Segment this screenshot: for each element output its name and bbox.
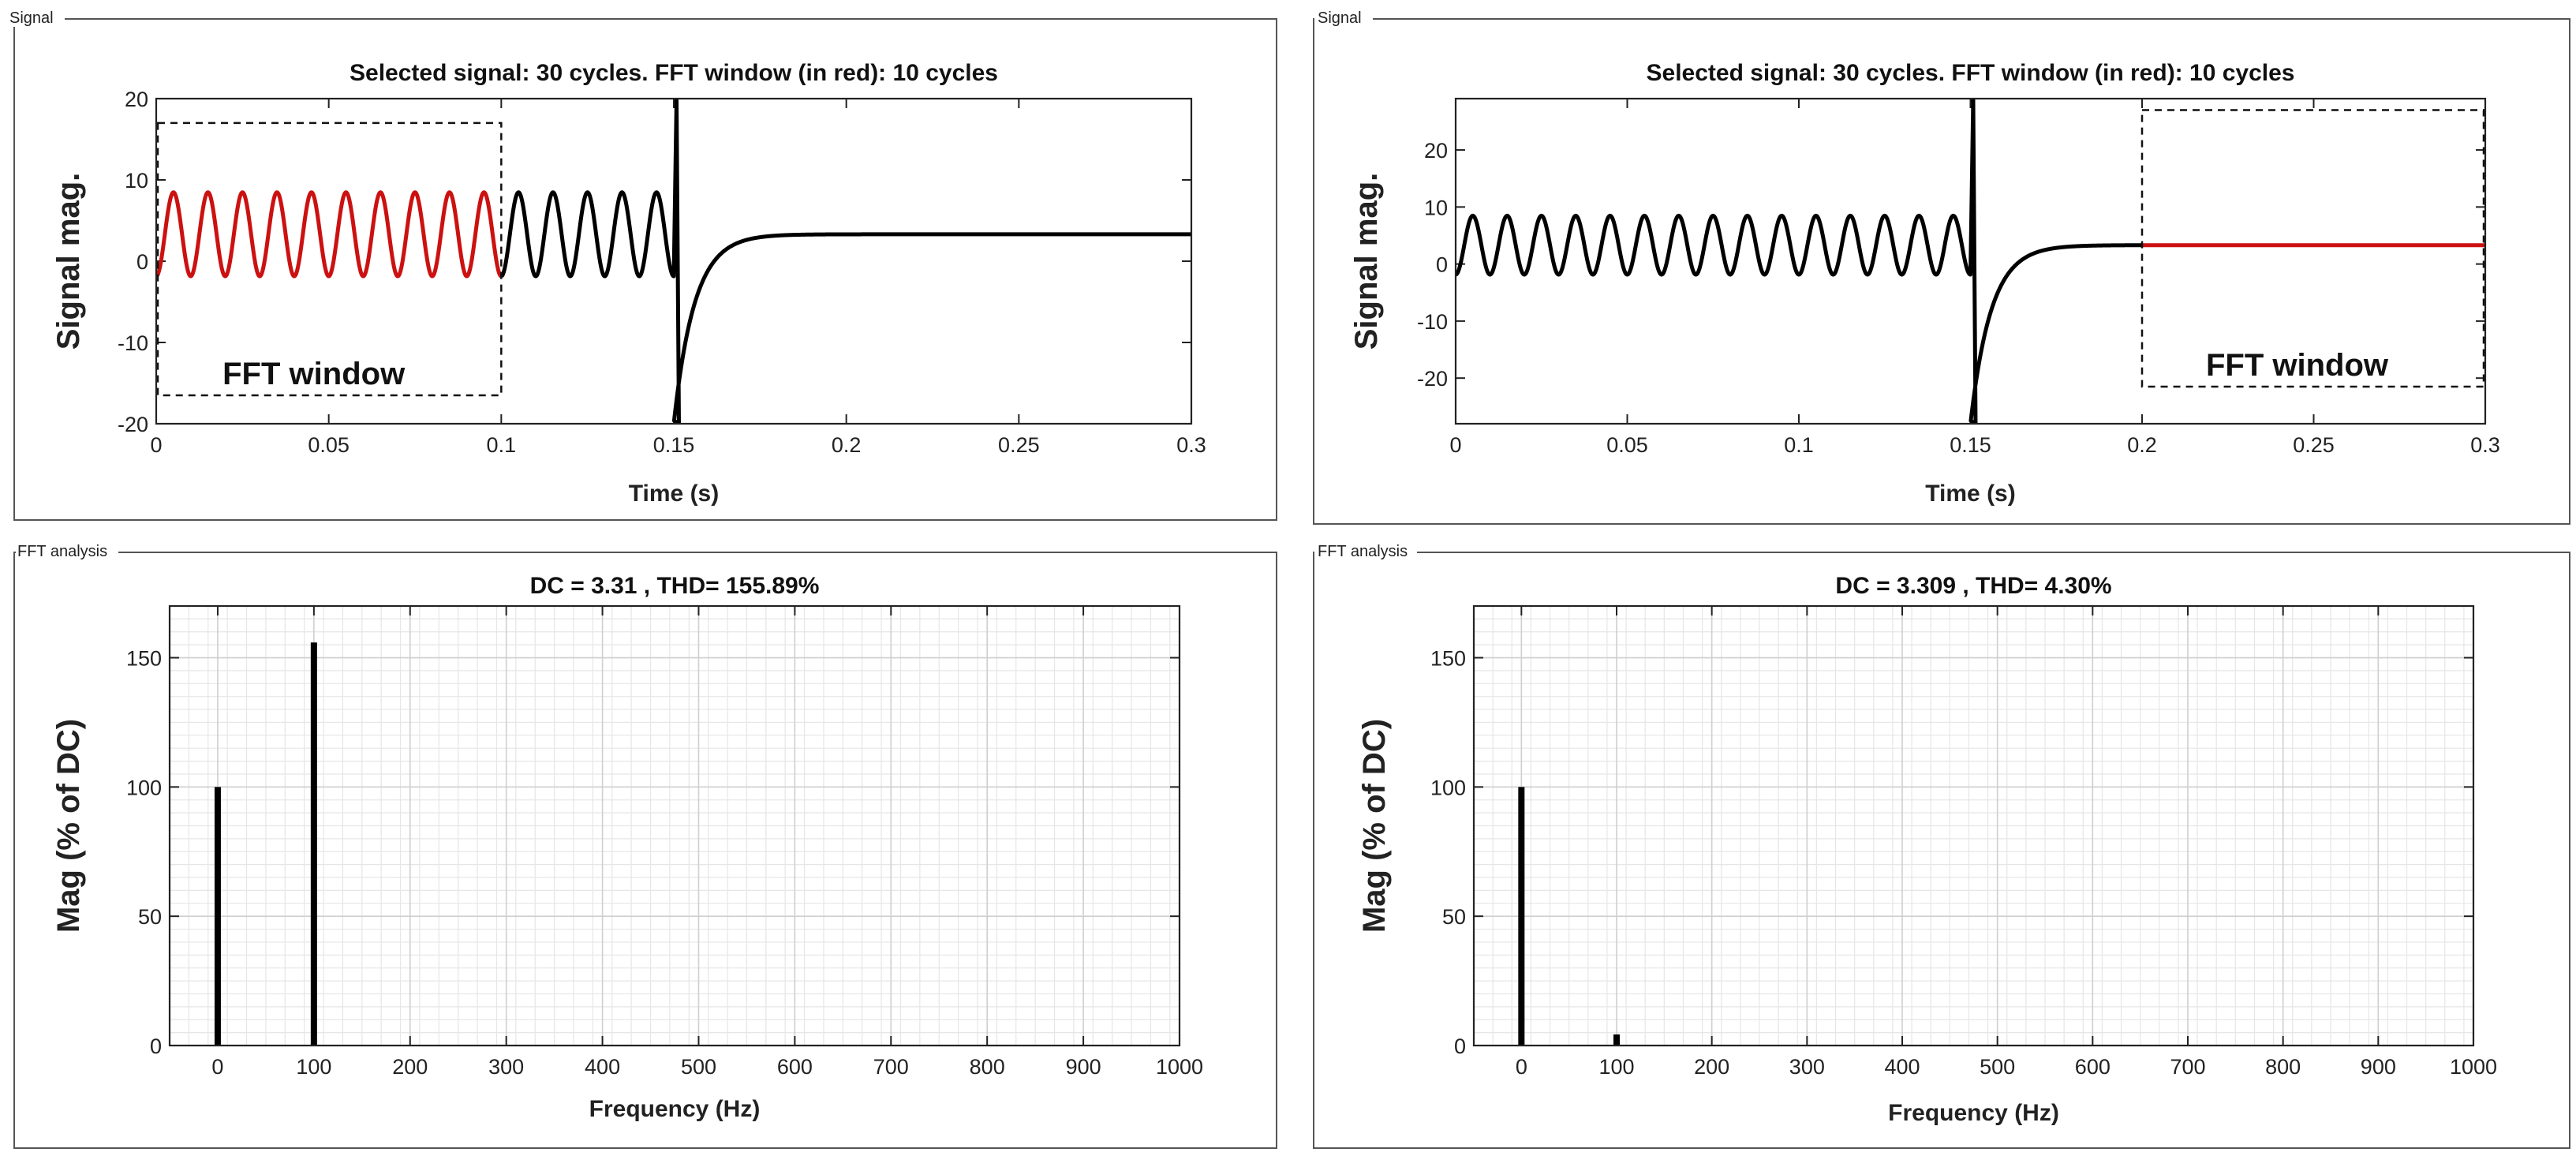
chart-title: DC = 3.309 , THD= 4.30%	[1835, 573, 2111, 599]
y-axis-label: Mag (% of DC)	[51, 719, 86, 933]
x-tick-label: 0.1	[487, 433, 517, 457]
y-tick-label: -10	[1417, 310, 1448, 334]
y-tick-label: 10	[125, 169, 148, 193]
x-tick-label: 0.15	[653, 433, 695, 457]
x-tick-label: 1000	[2450, 1055, 2497, 1079]
y-tick-label: 0	[150, 1034, 162, 1058]
x-tick-label: 0.2	[832, 433, 862, 457]
fft-bar-0hz	[1518, 787, 1524, 1046]
x-tick-label: 0	[150, 433, 162, 457]
y-axis-label: Signal mag.	[1349, 173, 1384, 350]
x-tick-label: 0	[211, 1055, 223, 1079]
chart-title: Selected signal: 30 cycles. FFT window (…	[1647, 60, 2295, 86]
x-tick-label: 0	[1516, 1055, 1527, 1079]
x-tick-label: 500	[1980, 1055, 2015, 1079]
x-tick-label: 100	[1598, 1055, 1634, 1079]
fft-window-label: FFT window	[222, 357, 406, 391]
y-axis-label: Signal mag.	[51, 173, 86, 350]
signal-panel-right-title: Signal	[1318, 9, 1362, 27]
fft-bar-100hz	[1613, 1034, 1620, 1046]
fft-chart-right: 0 100 200 300 400 500 600 700 800 900 1000 0 50 100 15…	[1357, 573, 2497, 1126]
y-tick-label: 150	[126, 647, 162, 671]
x-tick-label: 0.05	[1606, 433, 1648, 457]
x-tick-label: 600	[2075, 1055, 2111, 1079]
fft-bar-0hz	[215, 787, 221, 1046]
y-tick-label: 0	[1454, 1034, 1466, 1058]
x-tick-label: 0.05	[308, 433, 350, 457]
chart-title: DC = 3.31 , THD= 155.89%	[530, 573, 820, 599]
y-tick-label: -20	[118, 413, 148, 436]
x-axis-label: Time (s)	[1925, 481, 2015, 507]
y-tick-label: 100	[126, 776, 162, 799]
y-axis-label: Mag (% of DC)	[1357, 719, 1392, 933]
y-tick-label: 0	[1436, 253, 1448, 277]
x-axis-label: Frequency (Hz)	[1888, 1100, 2059, 1126]
x-tick-label: 300	[488, 1055, 524, 1079]
y-tick-label: 50	[138, 905, 162, 929]
y-tick-label: 50	[1442, 905, 1466, 929]
x-tick-label: 1000	[1156, 1055, 1203, 1079]
y-tick-label: -10	[118, 331, 148, 355]
x-tick-label: 800	[2265, 1055, 2301, 1079]
fft-panel-left-title: FFT analysis	[17, 543, 107, 560]
x-tick-label: 500	[681, 1055, 716, 1079]
y-tick-label: 20	[125, 88, 148, 111]
y-tick-label: 100	[1430, 776, 1466, 799]
x-tick-label: 900	[1066, 1055, 1101, 1079]
x-tick-label: 0	[1449, 433, 1461, 457]
x-tick-label: 900	[2361, 1055, 2396, 1079]
x-tick-label: 400	[1884, 1055, 1920, 1079]
y-tick-label: 10	[1424, 196, 1448, 219]
x-axis-label: Frequency (Hz)	[589, 1096, 761, 1122]
fft-panel-right-title: FFT analysis	[1318, 543, 1408, 560]
x-tick-label: 600	[777, 1055, 813, 1079]
x-tick-label: 700	[2170, 1055, 2205, 1079]
x-tick-label: 0.1	[1784, 433, 1814, 457]
x-tick-label: 0.3	[2470, 433, 2500, 457]
x-tick-label: 0.25	[998, 433, 1040, 457]
x-tick-label: 0.25	[2293, 433, 2335, 457]
x-tick-label: 0.3	[1176, 433, 1206, 457]
x-tick-label: 700	[873, 1055, 909, 1079]
x-tick-label: 0.2	[2127, 433, 2157, 457]
fft-window-label: FFT window	[2206, 348, 2389, 383]
x-axis-label: Time (s)	[629, 481, 719, 507]
x-tick-label: 100	[296, 1055, 331, 1079]
x-tick-label: 0.15	[1950, 433, 1991, 457]
fft-comparison-figure: Signal Signal FFT analysis FFT analysis …	[0, 0, 2576, 1156]
x-tick-label: 300	[1789, 1055, 1825, 1079]
x-tick-label: 400	[585, 1055, 620, 1079]
y-tick-label: -20	[1417, 367, 1448, 391]
fft-bar-100hz	[311, 642, 317, 1046]
y-tick-label: 150	[1430, 647, 1466, 671]
chart-title: Selected signal: 30 cycles. FFT window (…	[350, 60, 998, 86]
y-tick-label: 0	[136, 250, 148, 274]
x-tick-label: 800	[970, 1055, 1005, 1079]
fft-chart-left: 0 100 200 300 400 500 600 700 800 900 1000 0 50 100 15…	[51, 573, 1203, 1122]
x-tick-label: 200	[1694, 1055, 1729, 1079]
x-tick-label: 200	[392, 1055, 428, 1079]
y-tick-label: 20	[1424, 139, 1448, 163]
signal-panel-left-title: Signal	[9, 9, 54, 27]
